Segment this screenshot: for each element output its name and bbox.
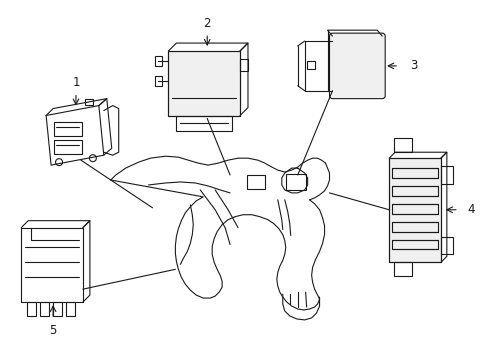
Bar <box>391 186 437 196</box>
Text: 4: 4 <box>466 203 473 216</box>
Bar <box>388 158 440 262</box>
Bar <box>54 122 82 136</box>
Bar <box>393 138 411 152</box>
Bar <box>246 175 264 189</box>
Bar <box>391 239 437 249</box>
Bar <box>240 59 247 71</box>
Bar <box>66 302 75 316</box>
Text: 1: 1 <box>72 76 80 89</box>
Bar <box>440 237 452 255</box>
Bar <box>393 262 411 276</box>
Bar <box>391 222 437 231</box>
Bar <box>168 51 240 116</box>
Bar <box>27 302 36 316</box>
Bar <box>285 174 305 190</box>
Bar <box>53 302 62 316</box>
Text: 5: 5 <box>49 324 57 337</box>
Bar <box>154 76 162 86</box>
Bar <box>306 61 314 69</box>
Bar <box>54 140 82 154</box>
Bar <box>440 166 452 184</box>
Bar <box>391 204 437 214</box>
Bar <box>85 99 93 105</box>
Bar <box>391 168 437 178</box>
Bar <box>154 56 162 66</box>
Text: 2: 2 <box>203 17 210 30</box>
Bar <box>168 51 240 116</box>
Text: 3: 3 <box>409 59 417 72</box>
FancyBboxPatch shape <box>329 33 385 99</box>
Bar <box>388 158 440 262</box>
Bar <box>40 302 49 316</box>
Bar <box>176 116 232 131</box>
